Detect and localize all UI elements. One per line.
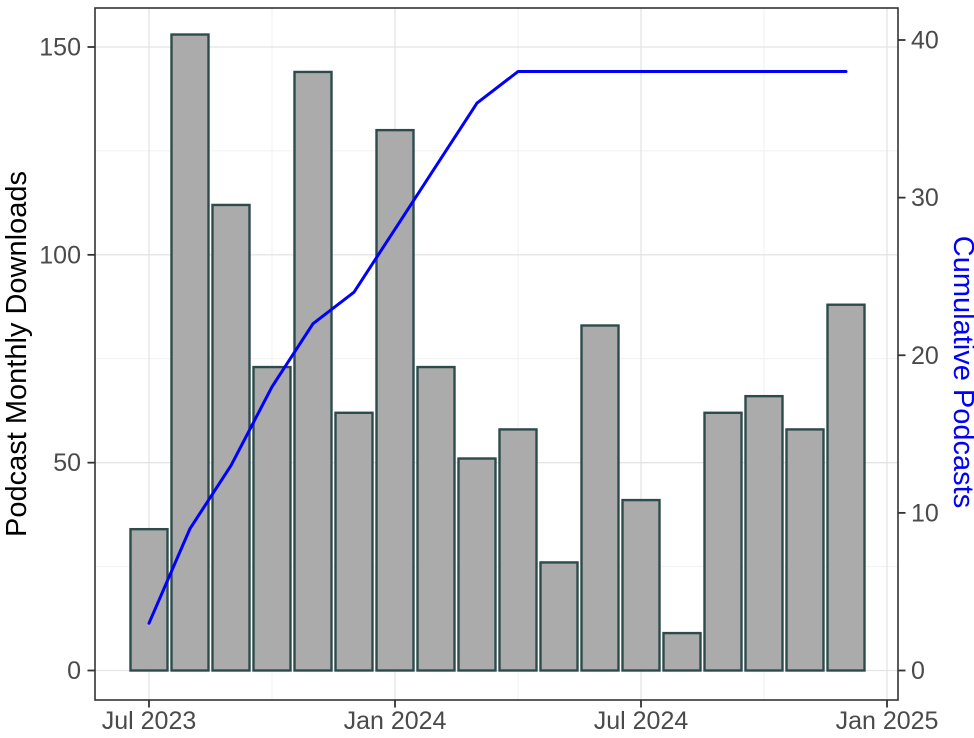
x-axis-tick-label: Jan 2025 (836, 707, 939, 735)
x-axis-tick-label: Jul 2023 (102, 707, 197, 735)
bar (621, 498, 661, 672)
left-axis-tick-label: 0 (67, 657, 81, 685)
bar (293, 70, 333, 672)
bar (539, 561, 579, 672)
cumulative-line (147, 70, 848, 625)
left-axis-title: Podcast Monthly Downloads (1, 171, 33, 537)
right-axis-tick-label: 20 (911, 342, 939, 370)
panel-border (94, 7, 899, 701)
bar (498, 428, 538, 672)
x-axis-tick-label: Jul 2024 (594, 707, 689, 735)
plot-area: Jul 2023 Jan 2024 Jul 2024 Jan 202505010015… (39, 7, 939, 735)
bar (334, 411, 374, 672)
bar (416, 365, 456, 672)
bar (826, 303, 866, 672)
bar (211, 203, 251, 672)
right-axis-tick-label: 40 (911, 27, 939, 55)
right-axis-tick-label: 0 (911, 657, 925, 685)
bar (170, 33, 210, 672)
right-axis-title: Cumulative Podcasts (947, 236, 974, 508)
bar (703, 411, 743, 672)
x-axis-tick-label: Jan 2024 (344, 707, 447, 735)
bar (785, 428, 825, 672)
left-axis-tick-label: 50 (53, 449, 81, 477)
bar (580, 324, 620, 672)
bar (744, 394, 784, 672)
left-axis-tick-label: 150 (39, 34, 81, 62)
left-axis-tick-label: 100 (39, 241, 81, 269)
bar (457, 457, 497, 672)
bar (375, 128, 415, 672)
right-axis-tick-label: 10 (911, 499, 939, 527)
right-axis-tick-label: 30 (911, 184, 939, 212)
bar (252, 365, 292, 672)
bar (129, 527, 169, 672)
bar (662, 631, 702, 672)
